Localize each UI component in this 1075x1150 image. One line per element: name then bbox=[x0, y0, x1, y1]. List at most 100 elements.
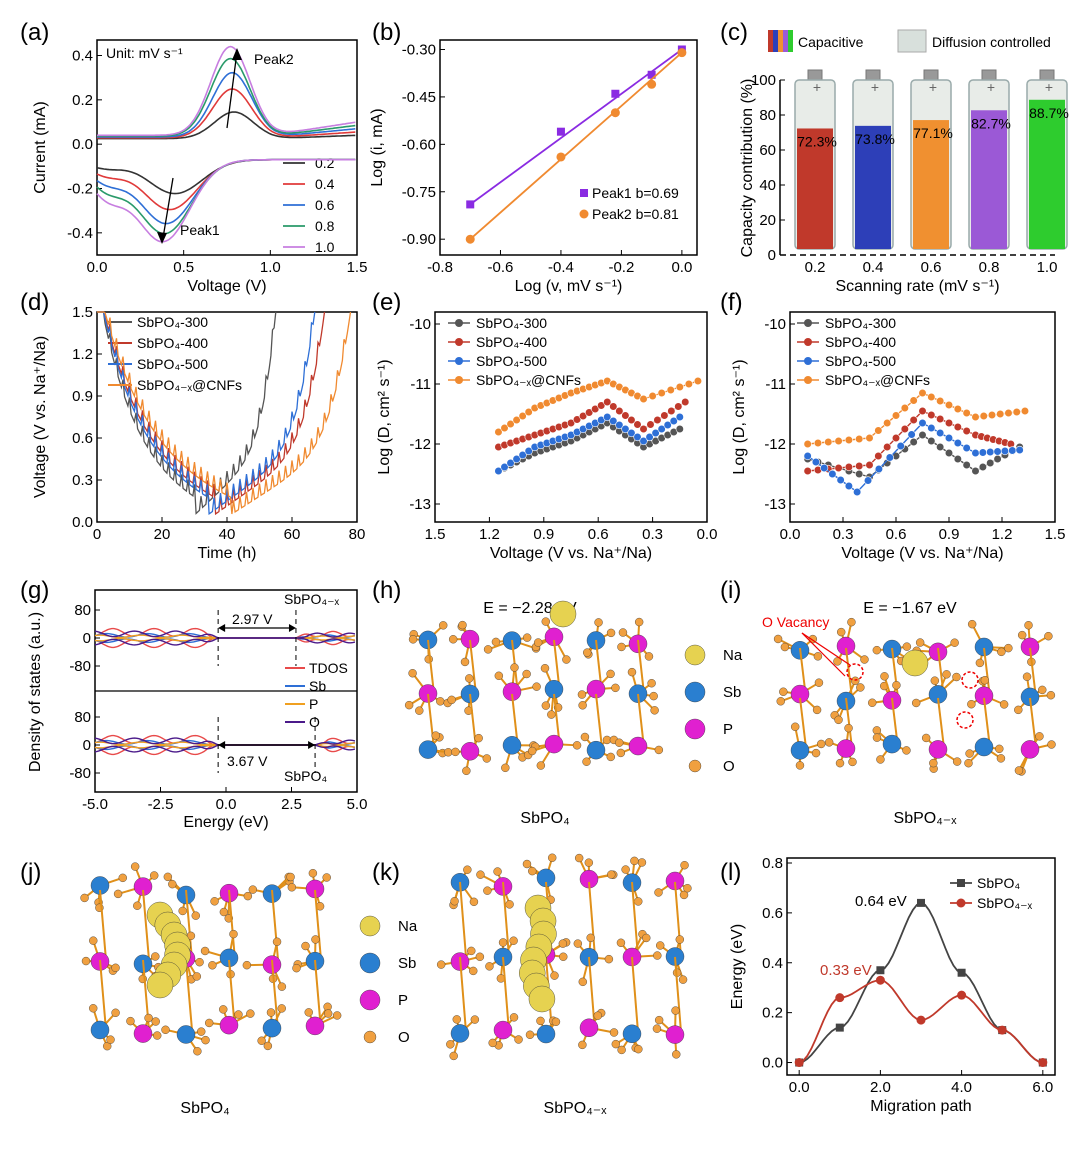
data-point bbox=[971, 466, 980, 476]
atom bbox=[579, 1018, 599, 1037]
atom bbox=[616, 938, 626, 947]
x-tick-label: 2.0 bbox=[870, 1079, 891, 1096]
atom bbox=[688, 759, 702, 773]
atom bbox=[974, 737, 994, 757]
atom bbox=[424, 655, 433, 664]
data-point bbox=[669, 416, 678, 426]
data-point bbox=[944, 418, 954, 428]
peak2-arrowhead bbox=[232, 48, 242, 60]
atom bbox=[549, 600, 577, 628]
atom bbox=[482, 754, 492, 763]
atom bbox=[81, 956, 91, 966]
panel-label: (d) bbox=[20, 289, 49, 316]
atom bbox=[483, 886, 492, 895]
y-tick-label: 20 bbox=[759, 212, 776, 229]
atom bbox=[642, 933, 651, 943]
legend-marker bbox=[455, 376, 463, 384]
legend-label: Diffusion controlled bbox=[932, 34, 1051, 50]
y-tick-label: -12 bbox=[409, 436, 431, 453]
data-point bbox=[953, 454, 962, 464]
data-point bbox=[836, 475, 845, 485]
atom bbox=[606, 628, 616, 638]
y-axis-label: Voltage (V vs. Na⁺/Na) bbox=[32, 336, 49, 498]
data-point bbox=[962, 408, 971, 418]
bond bbox=[271, 889, 279, 961]
atom bbox=[901, 649, 929, 677]
data-point bbox=[1020, 406, 1030, 416]
panel-f: 0.0 0.3 0.6 0.9 1.2 1.5 -10 -11 -12 -13 Voltage (V… bbox=[731, 311, 1065, 562]
atom bbox=[463, 865, 472, 874]
atom bbox=[493, 867, 502, 876]
data-point bbox=[603, 397, 612, 407]
panel-label: (l) bbox=[720, 859, 741, 886]
atom bbox=[470, 1015, 480, 1024]
atom bbox=[617, 642, 626, 652]
data-point bbox=[855, 434, 864, 444]
x-tick-label: 0.6 bbox=[588, 526, 609, 543]
atom bbox=[257, 1036, 266, 1045]
x-tick-label: 0.8 bbox=[979, 259, 1000, 276]
atom bbox=[964, 758, 973, 768]
data-point bbox=[500, 423, 509, 433]
legend-marker bbox=[956, 898, 966, 908]
panel-d: 0 20 40 60 80 1.5 1.2 0.9 0.6 0.3 0.0 Time (h) Volta… bbox=[32, 304, 365, 562]
atom bbox=[844, 723, 853, 733]
atom bbox=[476, 870, 485, 879]
bar-value-label: 72.3% bbox=[797, 133, 837, 149]
atom bbox=[574, 853, 584, 863]
data-point bbox=[874, 426, 883, 435]
atom bbox=[415, 706, 424, 715]
data-point bbox=[885, 453, 894, 462]
atom bbox=[460, 657, 470, 667]
y-axis-label: Log (D, cm² s⁻¹) bbox=[731, 359, 748, 474]
plot-frame bbox=[434, 311, 708, 523]
y-tick-label: -10 bbox=[409, 316, 431, 333]
atom bbox=[144, 1013, 153, 1023]
atom bbox=[671, 1006, 680, 1015]
atom bbox=[501, 763, 510, 773]
atom bbox=[272, 937, 282, 946]
atom bbox=[618, 628, 628, 637]
x-axis-label: Log (v, mV s⁻¹) bbox=[515, 278, 623, 295]
atom bbox=[580, 732, 590, 742]
atom bbox=[654, 745, 664, 755]
data-point bbox=[639, 424, 648, 434]
atom bbox=[448, 635, 458, 644]
data-point bbox=[835, 1023, 844, 1032]
legend-label: Peak2 b=0.81 bbox=[592, 206, 679, 222]
y-axis-label: Current (mA) bbox=[32, 101, 49, 193]
data-point bbox=[675, 424, 684, 434]
bond bbox=[459, 956, 467, 1033]
legend-label: SbPO₄-300 bbox=[476, 315, 547, 331]
atom bbox=[915, 638, 925, 647]
data-point bbox=[993, 454, 1002, 464]
atom bbox=[205, 1018, 214, 1028]
y-tick-label: -0.45 bbox=[402, 89, 436, 106]
atom bbox=[573, 939, 583, 948]
vacancy-pointer bbox=[801, 632, 851, 666]
x-tick-label: 0.6 bbox=[886, 526, 907, 543]
legend-label: 0.8 bbox=[315, 218, 335, 234]
energy-curve bbox=[799, 901, 1043, 1064]
atom bbox=[408, 669, 417, 678]
legend-label: 0.6 bbox=[315, 197, 335, 213]
atom bbox=[246, 1009, 255, 1018]
atom bbox=[106, 1035, 115, 1044]
panel-label: (c) bbox=[720, 19, 748, 46]
data-point bbox=[639, 394, 648, 404]
data-point bbox=[609, 402, 618, 411]
atom bbox=[952, 757, 962, 766]
atom bbox=[488, 1038, 497, 1048]
capacitive-bar bbox=[797, 128, 833, 249]
atom bbox=[654, 888, 663, 897]
legend-label: Capacitive bbox=[798, 34, 864, 50]
atom bbox=[277, 982, 287, 991]
x-tick-label: 0.3 bbox=[833, 526, 854, 543]
atom-legend-label: Sb bbox=[398, 955, 416, 972]
y-tick-label: 0.9 bbox=[72, 388, 93, 405]
atom bbox=[1046, 691, 1056, 700]
x-tick-label: 0.9 bbox=[533, 526, 554, 543]
x-tick-label: -2.5 bbox=[148, 796, 174, 813]
atom bbox=[234, 1010, 243, 1019]
atom bbox=[572, 741, 582, 750]
